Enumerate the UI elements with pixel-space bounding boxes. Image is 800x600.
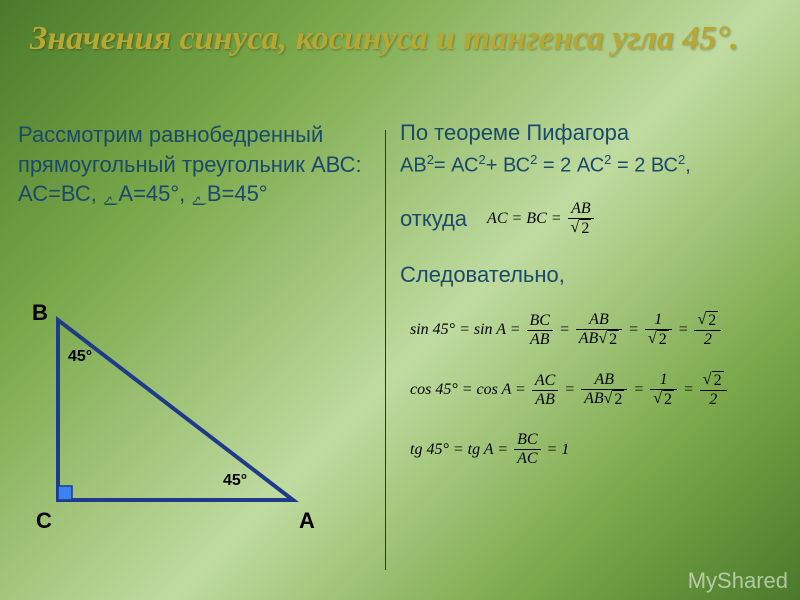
sin-f4d: 2: [694, 331, 721, 349]
tg-f1d: AC: [514, 450, 540, 468]
problem-statement: Рассмотрим равнобедренный прямоугольный …: [18, 120, 368, 209]
ac-bc-formula: AC = BC = AB 2: [487, 200, 596, 238]
angle-a-label: 45°: [223, 472, 247, 490]
tg-rhs: = 1: [547, 441, 570, 459]
sin-lhs: sin 45° = sin A =: [410, 321, 521, 339]
angle-b-label: 45°: [68, 348, 92, 366]
vertex-a-label: А: [299, 508, 315, 534]
vertex-b-label: В: [32, 300, 48, 326]
sin-formula: sin 45° = sin A = BCAB = ABAB2 = 12 = 22: [410, 311, 780, 349]
sin-f4n: 2: [706, 311, 718, 330]
ac-bc-den: 2: [579, 219, 591, 238]
cos-lhs: cos 45° = cos A =: [410, 381, 526, 399]
triangle-figure: В С А 45° 45°: [18, 300, 358, 560]
sin-f1n: BC: [527, 312, 553, 331]
watermark: MyShared: [688, 568, 788, 594]
tg-lhs: tg 45° = tg A =: [410, 441, 508, 459]
cos-f1n: AC: [532, 372, 558, 391]
column-divider: [385, 130, 386, 570]
sin-f2d-before: AB: [579, 330, 599, 347]
left-column: Рассмотрим равнобедренный прямоугольный …: [18, 120, 368, 209]
vertex-c-label: С: [36, 508, 52, 534]
whence-label: откуда: [400, 204, 467, 234]
cos-f2d-sqrt: 2: [612, 390, 624, 409]
cos-f3n: 1: [650, 371, 677, 390]
pythagoras-formula: АВ2= АС2+ ВС2 = 2 АС2 = 2 ВС2,: [400, 152, 780, 178]
pythagoras-label: По теореме Пифагора: [400, 120, 780, 146]
sin-f2d-sqrt: 2: [607, 330, 619, 349]
content-area: Рассмотрим равнобедренный прямоугольный …: [0, 120, 800, 600]
sin-f2n: AB: [576, 311, 622, 330]
cos-f2n: AB: [581, 371, 627, 390]
cos-f4d: 2: [700, 391, 727, 409]
tg-formula: tg 45° = tg A = BCAC = 1: [410, 431, 780, 468]
ac-bc-lhs: AC = BC =: [487, 210, 561, 228]
sin-f3d: 2: [657, 330, 669, 349]
cos-formula: cos 45° = cos A = ACAB = ABAB2 = 12 = 22: [410, 371, 780, 409]
cos-f3d: 2: [662, 390, 674, 409]
sin-f1d: AB: [527, 331, 553, 349]
right-column: По теореме Пифагора АВ2= АС2+ ВС2 = 2 АС…: [400, 120, 780, 468]
therefore-label: Следовательно,: [400, 260, 780, 290]
sin-f3n: 1: [645, 311, 672, 330]
tg-f1n: BC: [514, 431, 540, 450]
cos-f1d: AB: [532, 391, 558, 409]
ac-bc-num: AB: [568, 200, 595, 219]
slide-title: Значения синуса, косинуса и тангенса угл…: [0, 0, 800, 61]
cos-f4n: 2: [712, 371, 724, 390]
cos-f2d-before: AB: [584, 390, 604, 407]
